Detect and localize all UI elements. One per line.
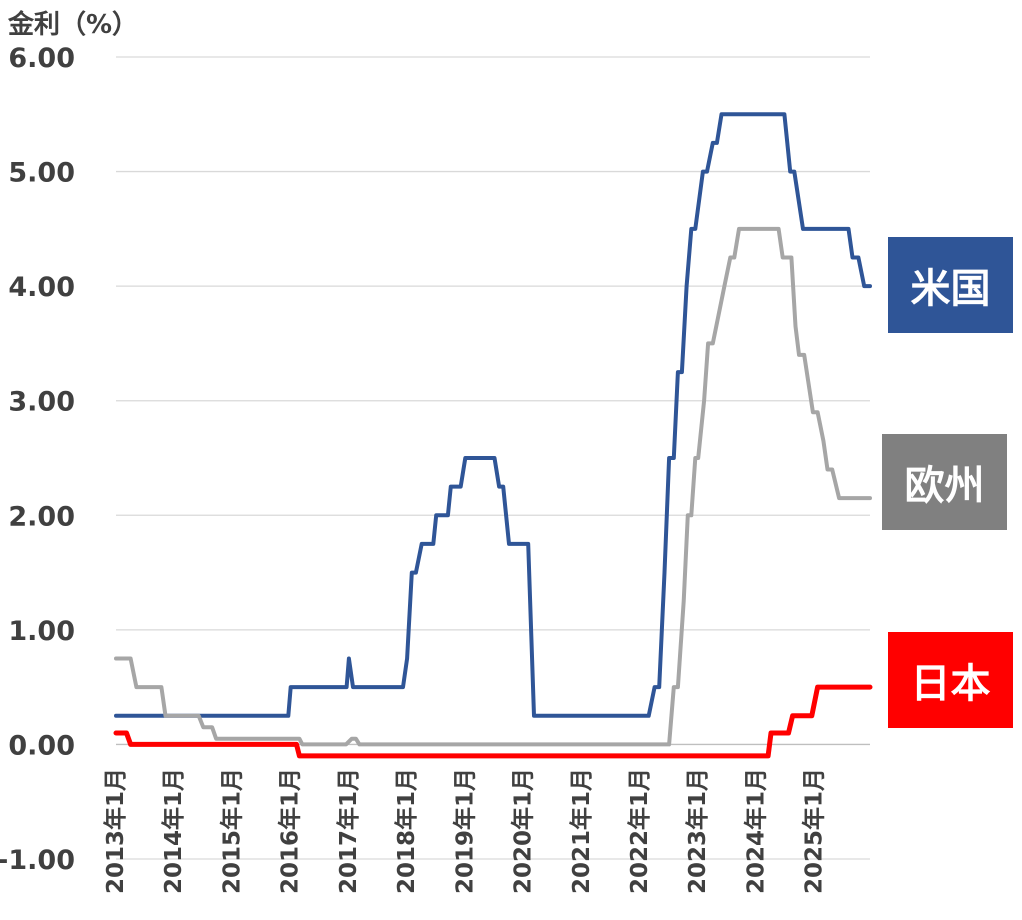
y-tick-label: 0.00 xyxy=(8,730,75,761)
x-tick-label: 2016年1月 xyxy=(277,768,304,894)
y-tick-label: 3.00 xyxy=(8,387,75,418)
x-tick-label: 2023年1月 xyxy=(684,768,711,894)
series-line-us xyxy=(114,112,872,718)
series-line-japan xyxy=(113,684,873,759)
x-tick-label: 2021年1月 xyxy=(568,768,595,894)
x-tick-label: 2017年1月 xyxy=(335,768,362,894)
legend-europe-label: 欧州 xyxy=(904,463,985,509)
x-tick-label: 2018年1月 xyxy=(393,768,420,894)
legend-japan-label: 日本 xyxy=(910,661,991,707)
legend-us-label: 米国 xyxy=(910,266,991,312)
y-tick-label: -1.00 xyxy=(0,845,75,876)
x-tick-label: 2022年1月 xyxy=(626,768,653,894)
legend-japan: 日本 xyxy=(888,632,1013,728)
series-lines xyxy=(113,112,873,759)
x-tick-label: 2014年1月 xyxy=(160,768,187,894)
y-tick-label: 1.00 xyxy=(8,616,75,647)
y-tick-label: 2.00 xyxy=(8,501,75,532)
x-tick-label: 2015年1月 xyxy=(218,768,245,894)
legend-us: 米国 xyxy=(888,237,1013,333)
x-tick-label: 2024年1月 xyxy=(742,768,769,894)
y-axis-label: 金利（%） xyxy=(8,10,139,40)
legend-europe: 欧州 xyxy=(882,434,1007,530)
x-tick-label: 2025年1月 xyxy=(801,768,828,894)
y-tick-label: 5.00 xyxy=(8,158,75,189)
series-line-europe xyxy=(114,226,872,747)
x-tick-label: 2020年1月 xyxy=(510,768,537,894)
y-tick-label: 4.00 xyxy=(8,272,75,303)
y-axis-tick-labels: 6.00 5.00 4.00 3.00 2.00 1.00 0.00 -1.00 xyxy=(0,43,75,876)
x-axis-tick-labels: 2013年1月 2014年1月 2015年1月 2016年1月 2017年1月 2018年… xyxy=(102,768,828,894)
x-tick-label: 2019年1月 xyxy=(451,768,478,894)
x-tick-label: 2013年1月 xyxy=(102,768,129,894)
y-tick-label: 6.00 xyxy=(8,43,75,74)
